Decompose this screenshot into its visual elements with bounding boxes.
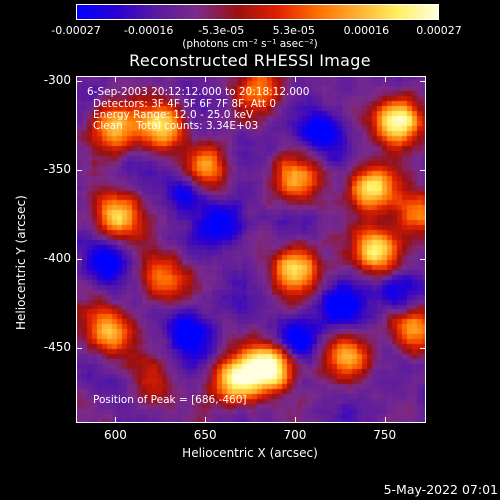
x-tick-mark [205,417,207,423]
x-tick-label: 750 [373,428,397,442]
x-tick-mark-top [294,76,296,82]
x-tick-label: 650 [193,428,217,442]
timestamp: 5-May-2022 07:01 [383,482,498,497]
colorbar-unit: (photons cm⁻² s⁻¹ asec⁻²) [182,38,318,50]
y-tick-mark [76,259,82,261]
colorbar-tick-label: -0.00027 [51,24,101,37]
x-tick-mark [115,417,117,423]
x-tick-mark [384,417,386,423]
chart-title: Reconstructed RHESSI Image [129,51,371,70]
y-tick-mark-right [420,348,426,350]
colorbar-tick-label: -5.3e-05 [198,24,245,37]
y-tick-label: -300 [43,73,71,88]
detectors-label: Detectors: 3F 4F 5F 6F 7F 8F, Att 0 [93,98,277,110]
x-tick-mark-top [384,76,386,82]
x-tick-label: 600 [104,428,127,442]
heatmap-image [77,77,425,422]
colorbar-tick-label: 0.00027 [416,24,462,37]
x-tick-mark-top [115,76,117,82]
y-tick-label: -350 [43,162,71,177]
y-tick-mark-right [420,170,426,172]
colorbar-tick-label: -0.00016 [123,24,174,37]
y-axis-label: Heliocentric Y (arcsec) [14,195,28,330]
x-axis-label: Heliocentric X (arcsec) [182,446,318,460]
colorbar-tick-label: 5.3e-05 [272,24,315,37]
colorbar-tick-label: 0.00016 [343,24,390,37]
y-tick-mark [76,170,82,172]
y-tick-mark [76,81,82,83]
y-tick-mark-right [420,81,426,83]
y-tick-mark-right [420,259,426,261]
colorbar [76,4,439,20]
clean-counts-label: Clean Total counts: 3.34E+03 [93,120,259,132]
peak-position-label: Position of Peak = [686,-460] [93,394,247,406]
x-tick-label: 700 [283,428,307,442]
x-tick-mark [294,417,296,423]
x-tick-mark-top [205,76,207,82]
y-tick-mark [76,348,82,350]
energy-range-label: Energy Range: 12.0 - 25.0 keV [93,109,254,121]
y-tick-label: -450 [43,340,71,355]
plot-area: 6-Sep-2003 20:12:12.000 to 20:18:12.000 … [76,76,426,423]
time-range-label: 6-Sep-2003 20:12:12.000 to 20:18:12.000 [87,86,310,98]
y-tick-label: -400 [43,251,71,266]
